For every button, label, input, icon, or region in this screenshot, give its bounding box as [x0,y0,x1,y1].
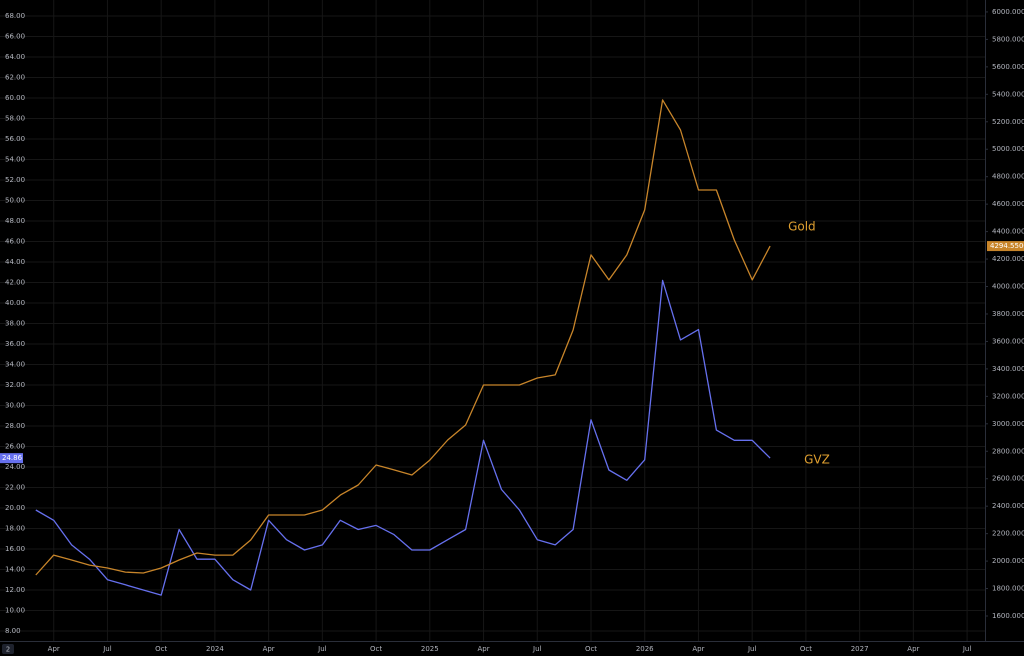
x-tick-label: Jul [532,645,542,653]
x-tick-label: Oct [800,645,812,653]
y-tick-label: 40.00 [5,299,25,307]
y-tick-label: 56.00 [5,135,25,143]
price-label: 4294.5500 [990,242,1024,250]
y-tick-label: 20.00 [5,504,25,512]
y-tick-label: 50.00 [5,196,25,204]
y-tick-label: 42.00 [5,278,25,286]
y2-tick-label: 3600.0000 [992,337,1024,345]
y-tick-label: 14.00 [5,565,25,573]
y2-tick-label: 5600.0000 [992,63,1024,71]
y-tick-label: 16.00 [5,545,25,553]
y-tick-label: 32.00 [5,381,25,389]
y2-tick-label: 5200.0000 [992,118,1024,126]
y-tick-label: 48.00 [5,217,25,225]
y2-tick-label: 1600.0000 [992,612,1024,620]
annotation: Gold [788,220,816,234]
series-line [35,99,771,576]
y2-tick-label: 3200.0000 [992,392,1024,400]
corner-button[interactable] [2,644,14,654]
y2-tick-label: 3800.0000 [992,310,1024,318]
x-tick-label: Apr [263,645,275,653]
y2-tick-label: 2400.0000 [992,502,1024,510]
y2-tick-label: 3000.0000 [992,420,1024,428]
annotation: GVZ [804,453,830,467]
y-tick-label: 24.00 [5,463,25,471]
x-tick-label: Apr [477,645,489,653]
y-tick-label: 26.00 [5,442,25,450]
y-tick-label: 34.00 [5,360,25,368]
y-tick-label: 64.00 [5,53,25,61]
y-tick-label: 22.00 [5,483,25,491]
y-tick-label: 68.00 [5,12,25,20]
y-tick-label: 54.00 [5,155,25,163]
y-tick-label: 30.00 [5,401,25,409]
corner-label[interactable]: 2 [6,646,10,654]
y-tick-label: 58.00 [5,114,25,122]
x-tick-label: 2026 [636,645,654,653]
price-label: 24.86 [2,454,23,462]
y-tick-label: 44.00 [5,258,25,266]
x-tick-label: 2027 [851,645,869,653]
y2-tick-label: 4200.0000 [992,255,1024,263]
y-tick-label: 10.00 [5,606,25,614]
y2-tick-label: 2800.0000 [992,447,1024,455]
x-tick-label: Oct [585,645,597,653]
x-tick-label: 2025 [421,645,439,653]
x-tick-label: Jul [102,645,112,653]
price-label-box [987,241,1024,252]
y-tick-label: 46.00 [5,237,25,245]
x-tick-label: Apr [692,645,704,653]
y2-tick-label: 3400.0000 [992,365,1024,373]
y-tick-label: 62.00 [5,73,25,81]
y-tick-label: 36.00 [5,340,25,348]
y2-tick-label: 5400.0000 [992,90,1024,98]
y-tick-label: 12.00 [5,586,25,594]
x-tick-label: Oct [155,645,167,653]
series-line [35,279,771,596]
y2-tick-label: 5800.0000 [992,35,1024,43]
y-tick-label: 52.00 [5,176,25,184]
x-tick-label: Apr [907,645,919,653]
x-tick-label: 2024 [206,645,224,653]
y-tick-label: 8.00 [5,627,21,635]
x-tick-label: Jul [317,645,327,653]
x-tick-label: Oct [370,645,382,653]
y2-tick-label: 4800.0000 [992,173,1024,181]
y-tick-label: 18.00 [5,524,25,532]
x-tick-label: Apr [48,645,60,653]
price-label-box [0,453,23,464]
y2-tick-label: 6000.0000 [992,8,1024,16]
y2-tick-label: 5000.0000 [992,145,1024,153]
grid [0,0,985,641]
y2-tick-label: 4600.0000 [992,200,1024,208]
y-tick-label: 28.00 [5,422,25,430]
y2-tick-label: 4000.0000 [992,283,1024,291]
y-tick-label: 66.00 [5,32,25,40]
y2-tick-label: 2200.0000 [992,530,1024,538]
x-tick-label: Jul [962,645,972,653]
y2-tick-label: 1800.0000 [992,585,1024,593]
x-tick-label: Jul [747,645,757,653]
y-tick-label: 60.00 [5,94,25,102]
y2-tick-label: 2600.0000 [992,475,1024,483]
y-tick-label: 38.00 [5,319,25,327]
y2-tick-label: 4400.0000 [992,228,1024,236]
y2-tick-label: 2000.0000 [992,557,1024,565]
